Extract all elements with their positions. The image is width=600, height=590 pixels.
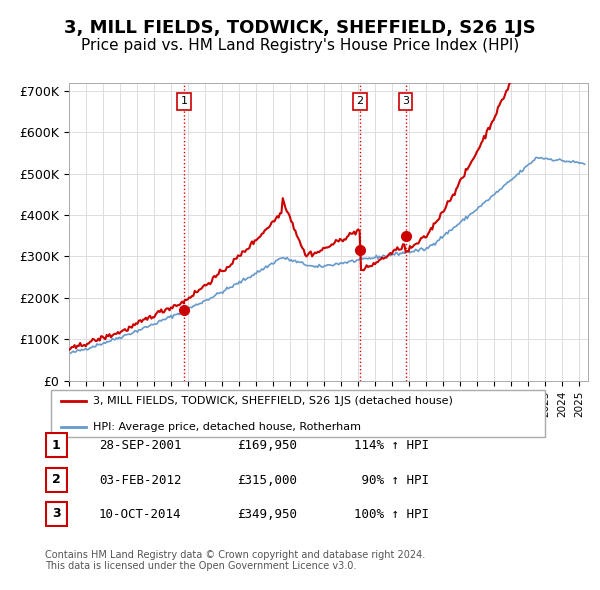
Text: £315,000: £315,000 [237,474,297,487]
Text: 10-OCT-2014: 10-OCT-2014 [99,508,182,521]
FancyBboxPatch shape [50,390,545,437]
Text: 3, MILL FIELDS, TODWICK, SHEFFIELD, S26 1JS (detached house): 3, MILL FIELDS, TODWICK, SHEFFIELD, S26 … [93,396,453,406]
Text: £349,950: £349,950 [237,508,297,521]
Text: 2: 2 [356,96,363,106]
Text: 3: 3 [402,96,409,106]
Text: 2: 2 [52,473,61,486]
Text: 100% ↑ HPI: 100% ↑ HPI [354,508,429,521]
Text: HPI: Average price, detached house, Rotherham: HPI: Average price, detached house, Roth… [93,422,361,432]
Text: 03-FEB-2012: 03-FEB-2012 [99,474,182,487]
Text: £169,950: £169,950 [237,440,297,453]
FancyBboxPatch shape [46,502,67,526]
Text: 3: 3 [52,507,61,520]
Text: Price paid vs. HM Land Registry's House Price Index (HPI): Price paid vs. HM Land Registry's House … [81,38,519,53]
Text: 1: 1 [52,439,61,452]
Text: 90% ↑ HPI: 90% ↑ HPI [354,474,429,487]
FancyBboxPatch shape [46,433,67,457]
Text: 1: 1 [181,96,187,106]
Text: 28-SEP-2001: 28-SEP-2001 [99,440,182,453]
Text: 3, MILL FIELDS, TODWICK, SHEFFIELD, S26 1JS: 3, MILL FIELDS, TODWICK, SHEFFIELD, S26 … [64,19,536,37]
Text: Contains HM Land Registry data © Crown copyright and database right 2024.
This d: Contains HM Land Registry data © Crown c… [45,550,425,572]
Text: 114% ↑ HPI: 114% ↑ HPI [354,440,429,453]
FancyBboxPatch shape [46,467,67,491]
